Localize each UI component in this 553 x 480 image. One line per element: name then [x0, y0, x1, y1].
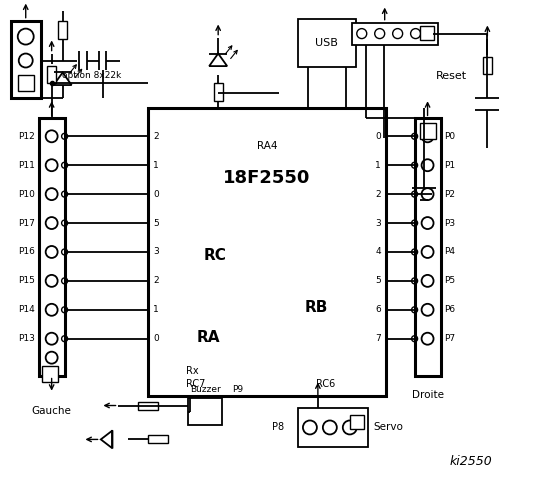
Text: USB: USB: [315, 37, 338, 48]
Bar: [148, 108, 385, 396]
Text: P5: P5: [445, 276, 456, 286]
Text: 3: 3: [375, 218, 380, 228]
Text: P15: P15: [18, 276, 35, 286]
Text: P10: P10: [18, 190, 35, 199]
Text: P7: P7: [445, 334, 456, 343]
Text: Rx: Rx: [186, 366, 199, 376]
Bar: [39, 119, 65, 376]
Bar: [41, 366, 58, 382]
Text: Buzzer: Buzzer: [190, 385, 221, 394]
Bar: [415, 119, 441, 376]
Text: P13: P13: [18, 334, 35, 343]
Bar: [58, 21, 67, 38]
Text: P12: P12: [18, 132, 35, 141]
Text: 0: 0: [153, 334, 159, 343]
Bar: [483, 57, 492, 74]
Text: 5: 5: [153, 218, 159, 228]
Text: RC7: RC7: [186, 379, 206, 389]
Text: P16: P16: [18, 248, 35, 256]
Text: P8: P8: [272, 422, 284, 432]
Text: P9: P9: [233, 385, 244, 394]
Text: Gauche: Gauche: [32, 406, 71, 416]
Bar: [420, 123, 436, 139]
Text: 18F2550: 18F2550: [223, 169, 311, 187]
Text: P0: P0: [445, 132, 456, 141]
Text: 4: 4: [375, 248, 380, 256]
Bar: [350, 416, 364, 430]
Text: P4: P4: [445, 248, 456, 256]
Text: 0: 0: [375, 132, 380, 141]
Bar: [298, 408, 368, 447]
Bar: [138, 402, 158, 409]
Bar: [18, 75, 34, 91]
Bar: [47, 65, 56, 84]
Text: 1: 1: [375, 161, 380, 170]
Text: RA: RA: [196, 330, 220, 345]
Text: 2: 2: [153, 276, 159, 286]
Text: Reset: Reset: [436, 72, 467, 82]
Text: P2: P2: [445, 190, 456, 199]
Text: P1: P1: [445, 161, 456, 170]
Text: RB: RB: [305, 300, 328, 315]
Bar: [213, 84, 223, 101]
Text: 0: 0: [153, 190, 159, 199]
Bar: [298, 19, 356, 67]
Text: P6: P6: [445, 305, 456, 314]
Bar: [188, 397, 222, 425]
Text: 6: 6: [375, 305, 380, 314]
Text: P3: P3: [445, 218, 456, 228]
Text: 5: 5: [375, 276, 380, 286]
Text: 2: 2: [153, 132, 159, 141]
Text: P11: P11: [18, 161, 35, 170]
Bar: [420, 25, 434, 39]
Text: 7: 7: [375, 334, 380, 343]
Text: ki2550: ki2550: [450, 455, 492, 468]
Text: P14: P14: [18, 305, 35, 314]
Text: option 8x22k: option 8x22k: [61, 71, 121, 80]
Text: RA4: RA4: [257, 141, 277, 151]
Bar: [148, 435, 168, 444]
Text: 3: 3: [153, 248, 159, 256]
Text: RC: RC: [203, 249, 226, 264]
Text: 1: 1: [153, 161, 159, 170]
Text: Droite: Droite: [411, 390, 444, 399]
Text: 1: 1: [153, 305, 159, 314]
Bar: [11, 21, 41, 98]
Text: 2: 2: [375, 190, 380, 199]
Text: P17: P17: [18, 218, 35, 228]
Text: Servo: Servo: [374, 422, 404, 432]
Text: RC6: RC6: [316, 379, 335, 389]
Bar: [352, 23, 437, 45]
